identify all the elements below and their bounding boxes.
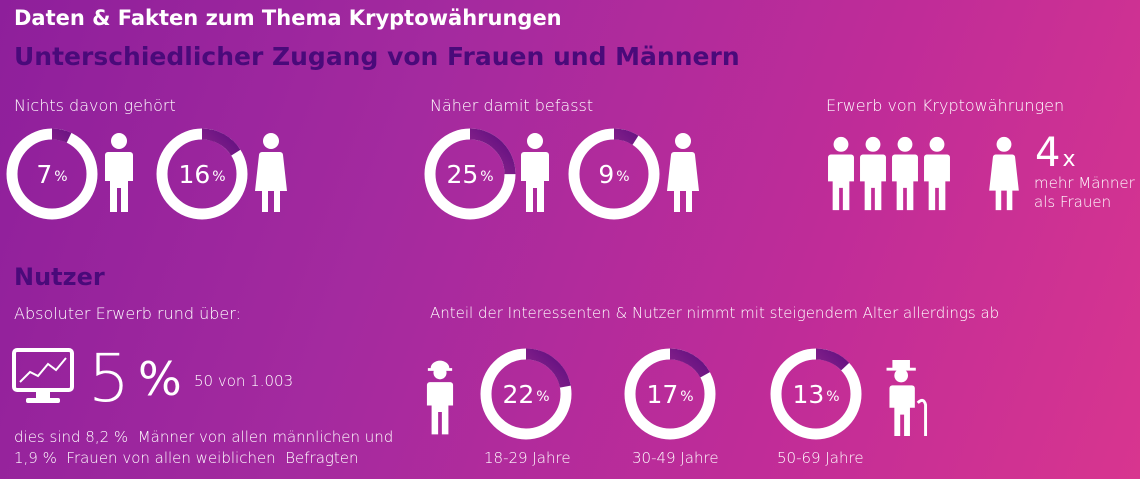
ring-graphic <box>480 348 572 440</box>
elderly-person-icon <box>886 359 928 437</box>
monitor-chart-icon <box>12 348 74 403</box>
ring-graphic <box>568 128 660 220</box>
age-range-2: 50-69 Jahre <box>777 449 864 467</box>
ring-age-2: 13% <box>770 348 862 440</box>
young-person-icon <box>426 360 454 435</box>
factor-suffix: x <box>1062 147 1076 172</box>
ring-unit: % <box>616 169 630 185</box>
ring-unit: % <box>480 169 494 185</box>
ring-unit: % <box>536 389 550 405</box>
label-naeher: Näher damit befasst <box>430 96 594 115</box>
ring-naeher-men: 25% <box>424 128 516 220</box>
factor-number: 4 <box>1035 130 1061 176</box>
male-figure-icon <box>105 133 133 212</box>
age-range-1: 30-49 Jahre <box>632 449 719 467</box>
ring-graphic <box>624 348 716 440</box>
ring-value: 17 <box>646 379 679 409</box>
ring-age-0: 22% <box>480 348 572 440</box>
ring-value: 22 <box>502 379 535 409</box>
factor-desc-line2: als Frauen <box>1034 193 1112 211</box>
ring-arc <box>624 348 716 440</box>
ring-value: 9 <box>598 159 615 189</box>
nutzer-line2: 1,9 % Frauen von allen weiblichen Befrag… <box>14 449 359 467</box>
ring-value: 7 <box>36 159 53 189</box>
ring-arc <box>568 128 660 220</box>
ring-nichts-men: 7% <box>6 128 98 220</box>
male-figure-icon <box>828 136 854 211</box>
ring-unit: % <box>54 169 68 185</box>
ring-arc <box>770 348 862 440</box>
female-figure-icon <box>667 133 699 212</box>
male-figure-icon <box>521 133 549 212</box>
ring-graphic <box>424 128 516 220</box>
male-figure-icon <box>860 136 886 211</box>
nutzer-heading: Nutzer <box>14 263 105 291</box>
ring-graphic <box>6 128 98 220</box>
ring-arc <box>6 128 98 220</box>
ring-graphic <box>770 348 862 440</box>
big-percent-unit: % <box>138 352 182 406</box>
factor-desc-line1: mehr Männer <box>1034 174 1135 192</box>
age-label: Anteil der Interessenten & Nutzer nimmt … <box>430 304 1000 322</box>
count-text: 50 von 1.003 <box>194 372 294 390</box>
big-percent-value: 5 <box>88 340 130 417</box>
page-subtitle: Unterschiedlicher Zugang von Frauen und … <box>14 42 740 71</box>
label-nichts: Nichts davon gehört <box>14 96 176 115</box>
ring-value: 13 <box>792 379 825 409</box>
ring-arc <box>480 348 572 440</box>
female-figure-icon <box>255 133 287 212</box>
male-figure-icon <box>892 136 918 211</box>
factor-desc: mehr Männer als Frauen <box>1034 174 1135 212</box>
age-range-0: 18-29 Jahre <box>484 449 571 467</box>
ring-value: 25 <box>446 159 479 189</box>
label-erwerb: Erwerb von Kryptowährungen <box>826 96 1065 115</box>
male-figure-icon <box>924 136 950 211</box>
ring-nichts-women: 16% <box>156 128 248 220</box>
ring-unit: % <box>826 389 840 405</box>
absolute-label: Absoluter Erwerb rund über: <box>14 304 241 323</box>
nutzer-line1: dies sind 8,2 % Männer von allen männlic… <box>14 428 394 446</box>
female-figure-icon <box>989 136 1019 211</box>
ring-graphic <box>156 128 248 220</box>
ring-value: 16 <box>178 159 211 189</box>
ring-unit: % <box>212 169 226 185</box>
ring-unit: % <box>680 389 694 405</box>
factor-value: 4x <box>1035 130 1075 176</box>
ring-arc <box>156 128 248 220</box>
page-title: Daten & Fakten zum Thema Kryptowährungen <box>14 6 562 30</box>
ring-age-1: 17% <box>624 348 716 440</box>
ring-arc <box>424 128 516 220</box>
ring-naeher-women: 9% <box>568 128 660 220</box>
